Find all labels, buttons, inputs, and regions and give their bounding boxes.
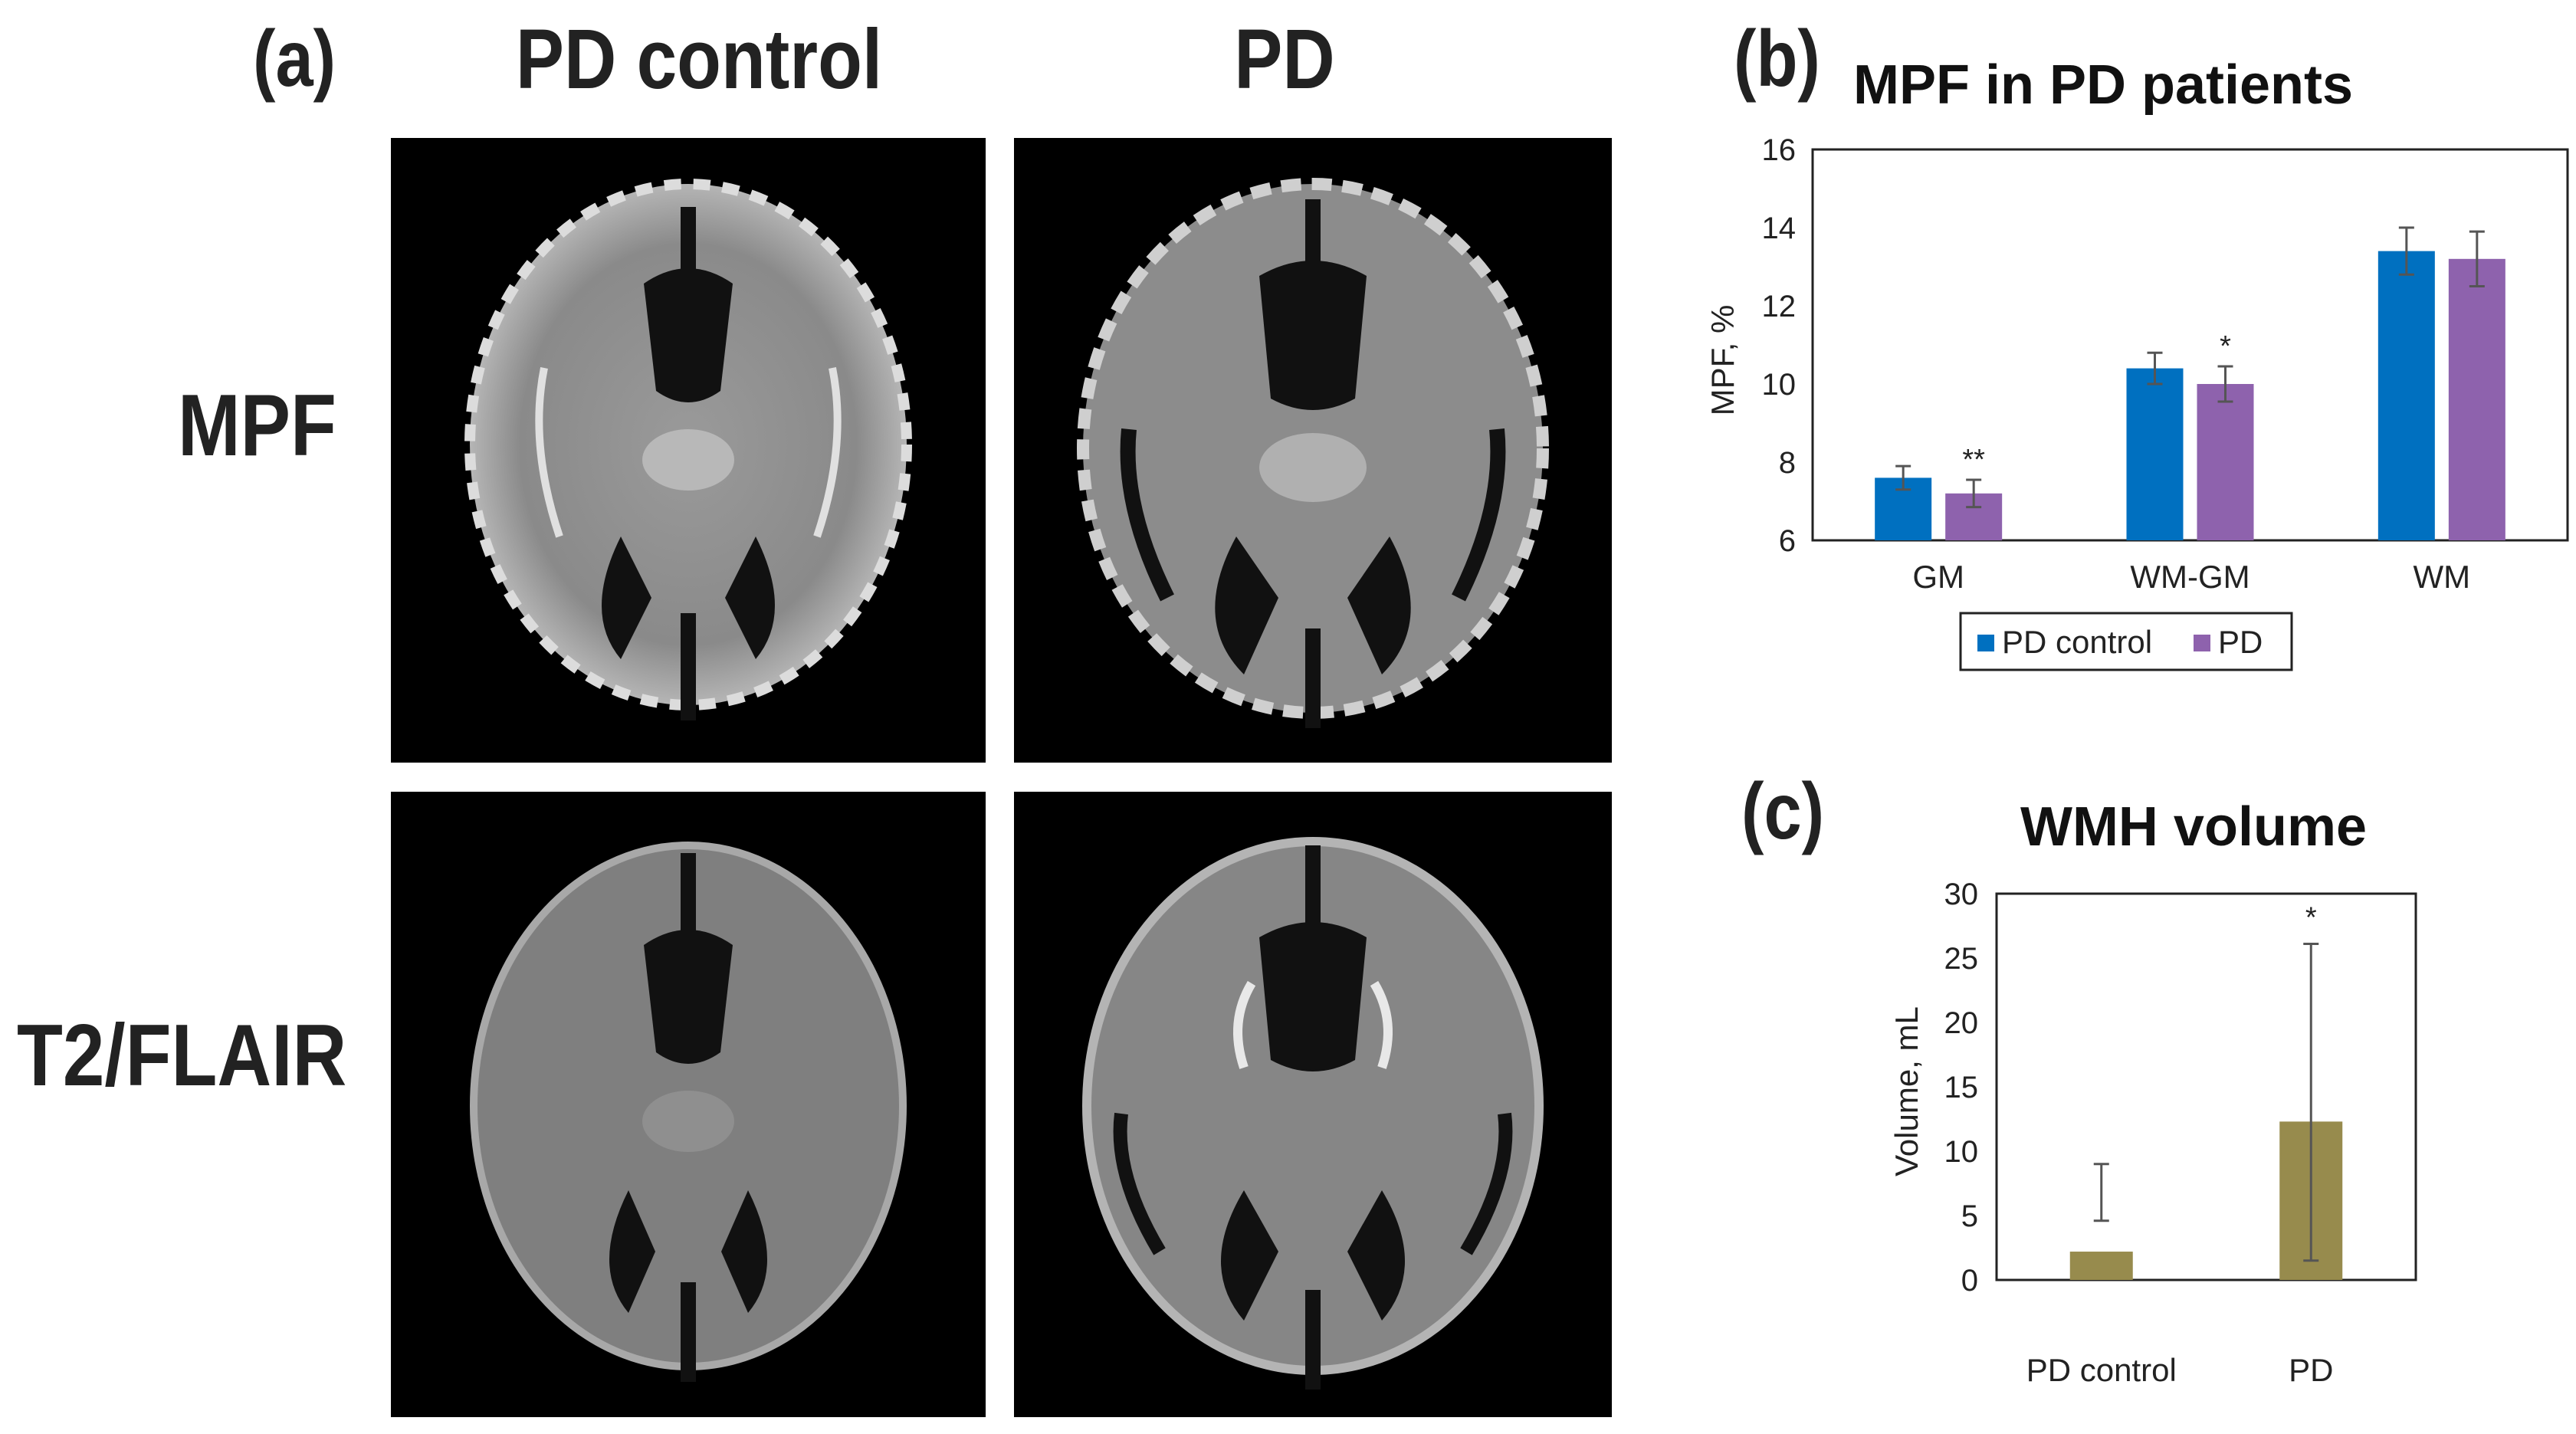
plot-frame [1995, 892, 2417, 1281]
mri-flair-pd [1014, 792, 1612, 1417]
legend-swatch [2194, 635, 2210, 651]
bar-pd-control [2126, 368, 2184, 540]
panel-c-letter: (c) [1741, 767, 1825, 856]
y-tick-label: 0 [1961, 1264, 1978, 1298]
y-axis-label: Volume, mL [1889, 1006, 1925, 1176]
chart-b-title: MPF in PD patients [1853, 54, 2354, 116]
mri-mpf-pd-control [391, 138, 986, 763]
y-axis-label: MPF, % [1705, 305, 1741, 416]
bar-pd [2448, 258, 2505, 540]
brain-slice-image [470, 842, 907, 1382]
significance-marker: * [2305, 902, 2317, 934]
x-tick-label: GM [1912, 559, 1964, 595]
x-tick-label: PD [2289, 1352, 2333, 1388]
significance-marker: * [2220, 330, 2231, 363]
x-tick-label: PD control [2026, 1352, 2177, 1388]
y-tick-label: 20 [1944, 1006, 1979, 1040]
panel-b-letter: (b) [1734, 15, 1820, 103]
y-tick-label: 15 [1944, 1071, 1979, 1104]
y-tick-label: 14 [1762, 212, 1797, 245]
column-header-pd: PD [1234, 12, 1335, 107]
y-tick-label: 6 [1779, 524, 1796, 558]
y-tick-label: 25 [1944, 942, 1979, 976]
row-label-mpf: MPF [178, 377, 336, 474]
significance-marker: ** [1962, 444, 1985, 476]
y-tick-label: 10 [1762, 368, 1797, 402]
y-tick-label: 10 [1944, 1135, 1979, 1169]
legend-label: PD control [2002, 624, 2152, 660]
bar-wmh-volume [2069, 1252, 2133, 1280]
brain-slice-image [1082, 837, 1544, 1390]
legend-box [1959, 612, 2293, 671]
y-tick-label: 16 [1762, 133, 1797, 167]
brain-slice-image [1077, 178, 1549, 728]
legend-label: PD [2218, 624, 2263, 660]
row-label-t2-flair: T2/FLAIR [17, 1007, 347, 1104]
mri-flair-pd-control [391, 792, 986, 1417]
legend-swatch [1977, 635, 1994, 651]
brain-slice-image [464, 179, 912, 720]
plot-frame [1811, 148, 2569, 542]
mri-mpf-pd [1014, 138, 1612, 763]
bar-pd-control [2377, 251, 2435, 540]
y-tick-label: 30 [1944, 878, 1979, 911]
chart-c-title: WMH volume [2020, 796, 2368, 858]
x-tick-label: WM [2414, 559, 2471, 595]
bar-pd [2197, 384, 2254, 540]
panel-a-letter: (a) [253, 15, 336, 103]
y-tick-label: 5 [1961, 1199, 1978, 1233]
x-tick-label: WM-GM [2130, 559, 2249, 595]
column-header-pd-control: PD control [515, 12, 883, 107]
y-tick-label: 12 [1762, 290, 1797, 323]
y-tick-label: 8 [1779, 446, 1796, 480]
